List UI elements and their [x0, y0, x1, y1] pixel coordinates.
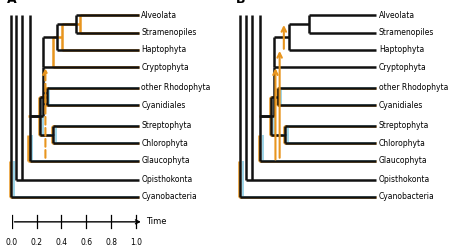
Text: Cyanidiales: Cyanidiales — [379, 101, 423, 110]
Text: 0.6: 0.6 — [80, 238, 92, 245]
Text: Cyanobacteria: Cyanobacteria — [142, 192, 197, 201]
Text: Glaucophyta: Glaucophyta — [142, 156, 190, 165]
Text: other Rhodophyta: other Rhodophyta — [142, 83, 211, 92]
Text: 0.2: 0.2 — [30, 238, 42, 245]
Text: Haptophyta: Haptophyta — [142, 45, 187, 54]
Text: Streptophyta: Streptophyta — [142, 122, 192, 130]
Text: 0.4: 0.4 — [56, 238, 68, 245]
Text: 0.0: 0.0 — [6, 238, 18, 245]
Text: Haptophyta: Haptophyta — [379, 45, 424, 54]
Text: 1.0: 1.0 — [130, 238, 142, 245]
Text: Chlorophyta: Chlorophyta — [379, 139, 426, 148]
Text: Opisthokonta: Opisthokonta — [142, 175, 192, 184]
Text: Stramenopiles: Stramenopiles — [379, 28, 434, 37]
Text: other Rhodophyta: other Rhodophyta — [379, 83, 448, 92]
Text: Time: Time — [146, 217, 167, 226]
Text: Streptophyta: Streptophyta — [379, 122, 429, 130]
Text: Cyanidiales: Cyanidiales — [142, 101, 186, 110]
Text: A: A — [7, 0, 17, 6]
Text: Glaucophyta: Glaucophyta — [379, 156, 427, 165]
Text: Alveolata: Alveolata — [142, 11, 177, 20]
Text: Cryptophyta: Cryptophyta — [142, 63, 189, 72]
Text: Chlorophyta: Chlorophyta — [142, 139, 188, 148]
Text: Cyanobacteria: Cyanobacteria — [379, 192, 435, 201]
Text: 0.8: 0.8 — [105, 238, 117, 245]
Text: Opisthokonta: Opisthokonta — [379, 175, 430, 184]
Text: Alveolata: Alveolata — [379, 11, 415, 20]
Text: B: B — [236, 0, 246, 6]
Text: Stramenopiles: Stramenopiles — [142, 28, 197, 37]
Text: Cryptophyta: Cryptophyta — [379, 63, 427, 72]
